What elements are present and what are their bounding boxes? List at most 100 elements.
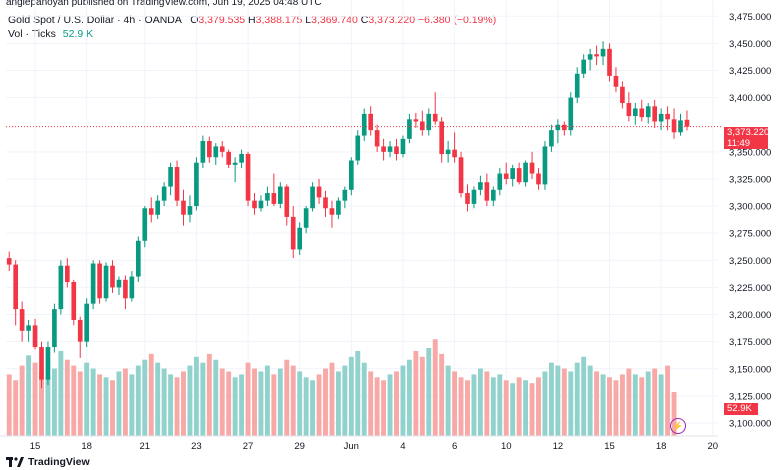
volume-bar <box>536 377 541 436</box>
candle-body <box>200 140 206 163</box>
candle-body <box>594 54 599 57</box>
candle-body <box>226 151 232 165</box>
candle-countdown: 11:49 <box>727 138 751 149</box>
candle-body <box>271 193 277 204</box>
volume-bar <box>542 371 548 436</box>
close-label: C <box>360 14 369 26</box>
symbol-title[interactable]: Gold Spot / U.S. Dollar · 4h · OANDA <box>8 14 182 26</box>
volume-bar <box>213 359 219 436</box>
candle-body <box>84 303 90 342</box>
candle-body <box>181 200 186 215</box>
volume-bar <box>13 380 19 436</box>
candle-body <box>613 75 619 87</box>
candle-body <box>64 265 70 282</box>
volume-bar <box>607 377 612 436</box>
candle-body <box>361 113 367 136</box>
volume-bar <box>290 365 296 436</box>
candle-body <box>71 281 77 320</box>
volume-bar <box>600 374 606 436</box>
volume-bar <box>658 374 664 436</box>
candle-body <box>452 149 457 158</box>
candle-body <box>387 146 393 152</box>
volume-bar <box>523 380 529 436</box>
volume-bar <box>594 371 600 436</box>
ohlc-legend: Gold Spot / U.S. Dollar · 4h · OANDA O 3,… <box>8 14 496 26</box>
candle-body <box>52 309 57 348</box>
volume-bar <box>665 365 671 436</box>
price-axis[interactable]: 3,475.000 3,450.000 3,425.000 3,400.000 3,35… <box>729 12 771 430</box>
volume-bar <box>613 380 619 436</box>
candle-body <box>471 189 477 204</box>
candle-body <box>600 48 606 57</box>
price-tick-label: 3,425.000 <box>729 66 771 77</box>
volume-bar <box>439 353 445 436</box>
volume-bar <box>426 348 432 436</box>
volume-bar <box>587 365 593 436</box>
volume-bar <box>342 365 348 436</box>
price-tick-label: 3,300.000 <box>729 202 771 213</box>
candle-body <box>284 186 290 217</box>
candle-body <box>458 157 464 194</box>
candle-body <box>607 48 612 76</box>
volume-bar <box>32 362 38 436</box>
price-tick-label: 3,450.000 <box>729 39 771 50</box>
volume-bar <box>271 374 277 436</box>
volume-bar <box>122 368 128 436</box>
candle-body <box>381 146 386 152</box>
candle-body <box>536 173 541 185</box>
high-label: H <box>248 14 256 26</box>
time-tick-label: Jun <box>344 441 359 452</box>
high-value: 3,388.175 <box>255 14 303 26</box>
volume-bar <box>187 365 193 436</box>
candle-body <box>168 167 173 187</box>
change-value: −6.380 (−0.19%) <box>418 14 497 26</box>
volume-bar <box>84 362 90 436</box>
volume-label[interactable]: Vol · Ticks <box>8 28 56 40</box>
volume-bar <box>581 356 587 436</box>
time-tick-label: 15 <box>604 441 615 452</box>
candle-body <box>245 154 251 201</box>
time-tick-label: 20 <box>707 441 718 452</box>
candle-body <box>497 173 503 190</box>
time-tick-label: 15 <box>30 441 41 452</box>
lightning-icon[interactable]: ⚡ <box>670 418 686 434</box>
candle-body <box>329 208 335 215</box>
candle-body <box>336 200 341 215</box>
price-tick-label: 3,100.000 <box>729 418 771 429</box>
candle-body <box>510 168 516 179</box>
candles <box>6 41 690 389</box>
candle-body <box>665 113 670 120</box>
time-tick-label: 12 <box>553 441 564 452</box>
candle-body <box>290 216 296 250</box>
current-price-badge: 3,373.220 11:49 <box>724 127 769 149</box>
candle-body <box>174 167 180 201</box>
volume-bar <box>58 350 64 436</box>
volume-bar <box>45 377 51 436</box>
volume-bar <box>510 383 516 436</box>
volume-bar <box>148 353 154 436</box>
time-tick-label: 21 <box>139 441 150 452</box>
candle-body <box>277 186 283 204</box>
open-label: O <box>190 14 199 26</box>
price-tick-label: 3,350.000 <box>729 147 771 158</box>
candle-body <box>368 113 374 131</box>
candle-body <box>239 154 244 163</box>
volume-bar <box>574 362 580 436</box>
volume-bar <box>219 368 225 436</box>
volume-bar <box>129 374 135 436</box>
tradingview-logo[interactable]: TradingView <box>6 456 90 468</box>
candle-body <box>478 182 483 190</box>
volume-bar <box>97 374 103 436</box>
time-axis[interactable]: 15 18 21 23 27 29 Jun 4 6 10 12 15 18 20 <box>30 441 718 452</box>
volume-bar <box>626 368 632 436</box>
volume-bar <box>335 371 341 436</box>
volume-bar <box>465 380 470 436</box>
volume-bar <box>110 380 115 436</box>
candle-body <box>265 193 270 201</box>
candle-body <box>142 208 148 241</box>
publisher-note: anglepanoyan published on TradingView.co… <box>6 0 322 8</box>
volume-bar <box>310 380 316 436</box>
candle-body <box>213 146 219 158</box>
candle-body <box>394 146 399 155</box>
